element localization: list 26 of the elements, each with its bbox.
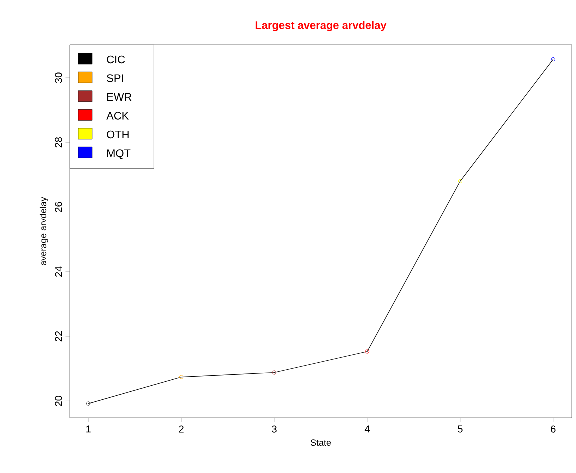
x-axis-title: State xyxy=(310,440,332,446)
y-tick-label: 30 xyxy=(55,72,62,84)
y-tick-label: 26 xyxy=(55,202,62,212)
x-tick-label: 1 xyxy=(86,426,91,433)
point xyxy=(551,57,556,62)
chart-title: Largest average arvdelay xyxy=(256,21,387,32)
point xyxy=(180,375,184,380)
legend-label: OTH xyxy=(107,130,129,139)
y-tick-label: 20 xyxy=(55,396,62,406)
y-tick-label: 24 xyxy=(55,266,62,277)
x-tick-label: 6 xyxy=(551,426,556,433)
legend-label: CIC xyxy=(107,56,126,64)
x-tick-label: 4 xyxy=(364,426,370,433)
point xyxy=(272,370,277,375)
legend-label: ACK xyxy=(106,112,130,120)
point xyxy=(458,179,462,184)
legend-label: SPI xyxy=(107,74,124,82)
x-tick-label: 5 xyxy=(458,426,463,433)
x-tick-label: 3 xyxy=(272,426,277,433)
y-axis-title: average arvdelay xyxy=(40,197,48,266)
point xyxy=(365,350,370,354)
y-tick-label: 22 xyxy=(55,332,62,342)
x-tick-label: 2 xyxy=(179,426,184,433)
y-tick-label: 28 xyxy=(55,138,62,148)
legend-label: MQT xyxy=(108,150,131,160)
legend-label: EWR xyxy=(108,93,132,101)
